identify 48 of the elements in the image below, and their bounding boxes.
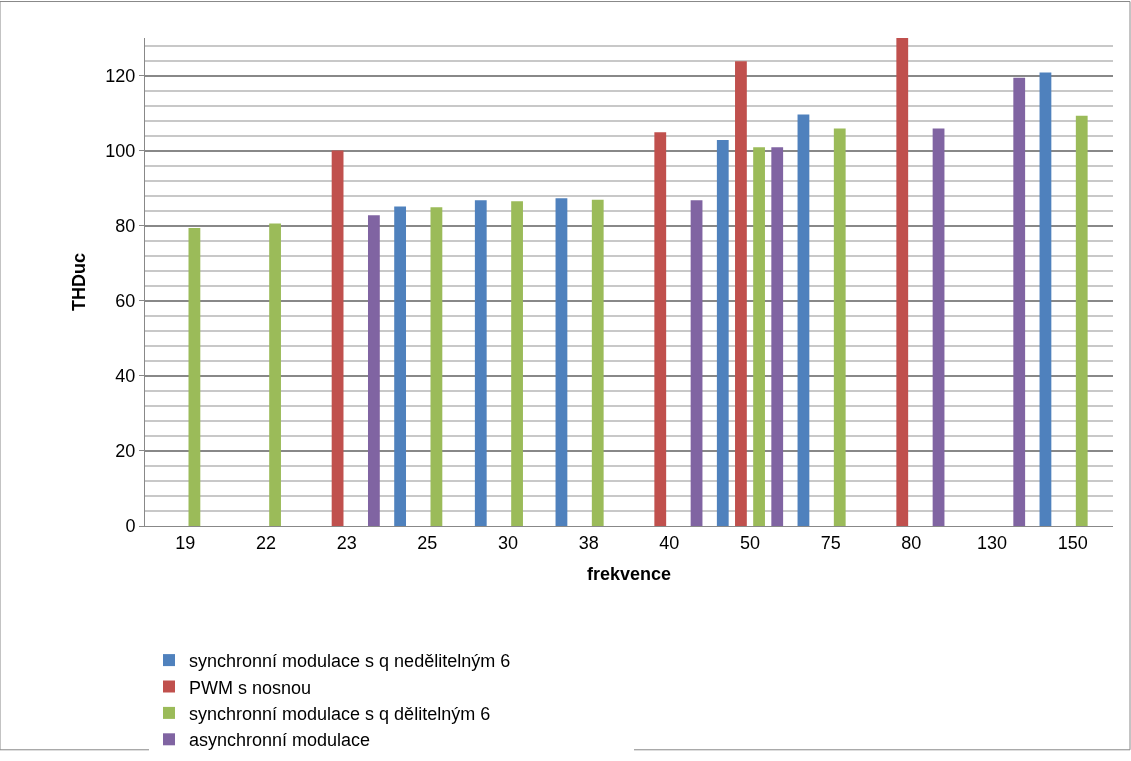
bar (735, 61, 747, 526)
bar (771, 147, 784, 526)
bar (797, 114, 810, 526)
bar (654, 132, 667, 526)
x-tick-label: 50 (739, 532, 761, 553)
bar (833, 128, 846, 526)
x-tick-label: 38 (578, 532, 599, 553)
bar (753, 147, 765, 526)
bar (1039, 72, 1052, 526)
x-tick-label: 22 (255, 532, 277, 553)
bar (511, 201, 523, 526)
bar (716, 140, 729, 526)
bar (932, 128, 945, 526)
x-tick-label: 30 (497, 532, 519, 553)
y-tick-label: 100 (105, 140, 136, 161)
y-tick-label: 80 (115, 215, 136, 236)
x-tick-label: 150 (1057, 532, 1088, 553)
bar (331, 150, 344, 526)
bar (896, 38, 909, 526)
bar (690, 200, 703, 526)
bar (394, 206, 407, 526)
legend-label: synchronní modulace s q nedělitelným 6 (189, 651, 511, 672)
bar (591, 199, 604, 526)
legend-label: PWM s nosnou (189, 677, 312, 698)
y-tick-label: 120 (105, 65, 136, 86)
x-tick-label: 75 (820, 532, 841, 553)
y-axis-title: THDuc (68, 253, 89, 311)
y-tick-label: 60 (115, 291, 136, 312)
x-tick-label: 25 (417, 532, 438, 553)
y-tick-label: 0 (125, 516, 136, 537)
x-tick-label: 130 (976, 532, 1008, 553)
legend-label: synchronní modulace s q dělitelným 6 (189, 703, 491, 724)
x-tick-label: 23 (336, 532, 357, 553)
bar (367, 215, 380, 526)
bar (269, 223, 281, 526)
x-tick-label: 80 (901, 532, 922, 553)
y-tick-label: 40 (115, 366, 136, 387)
bar (555, 198, 568, 526)
y-tick-label: 20 (115, 441, 136, 462)
bar (1075, 115, 1088, 526)
x-tick-label: 19 (175, 532, 196, 553)
bar (474, 200, 487, 526)
bar (1013, 77, 1026, 526)
x-axis-title: frekvence (586, 563, 672, 584)
x-tick-label: 40 (659, 532, 680, 553)
bar (188, 227, 201, 526)
bar (430, 207, 443, 526)
legend-label: asynchronní modulace (189, 730, 371, 751)
